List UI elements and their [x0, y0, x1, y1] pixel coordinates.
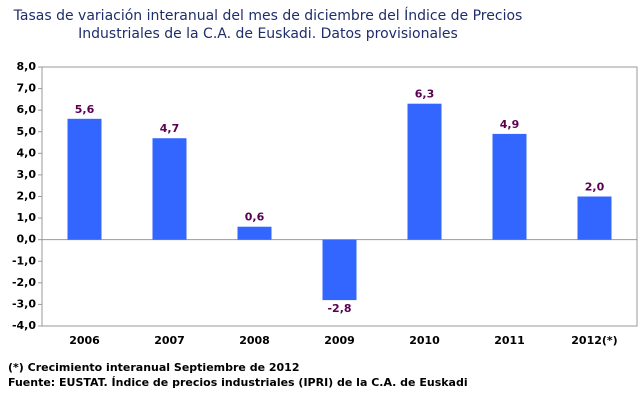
- value-label: -2,8: [327, 302, 351, 315]
- y-tick-label: 3,0: [17, 168, 37, 181]
- chart-title: Tasas de variación interanual del mes de…: [13, 7, 523, 24]
- bar: [322, 239, 357, 301]
- value-label: 4,7: [160, 122, 180, 135]
- y-tick-label: 8,0: [17, 60, 37, 73]
- bar: [237, 226, 272, 240]
- y-tick-label: 0,0: [17, 233, 37, 246]
- y-tick-label: 5,0: [17, 125, 37, 138]
- value-label: 2,0: [585, 181, 605, 194]
- x-tick-label: 2012(*): [571, 334, 617, 347]
- y-tick-label: 7,0: [17, 82, 37, 95]
- bar: [492, 133, 527, 240]
- y-tick-label: -1,0: [12, 254, 36, 267]
- y-tick-label: 6,0: [17, 103, 37, 116]
- bar: [67, 118, 102, 240]
- y-tick-label: -4,0: [12, 319, 36, 332]
- value-label: 0,6: [245, 211, 265, 224]
- x-tick-label: 2008: [239, 334, 270, 347]
- value-label: 5,6: [75, 103, 95, 116]
- x-tick-label: 2006: [69, 334, 100, 347]
- value-label: 4,9: [500, 118, 520, 131]
- value-label: 6,3: [415, 88, 435, 101]
- y-tick-label: -3,0: [12, 297, 36, 310]
- bar: [407, 103, 442, 240]
- x-tick-label: 2007: [154, 334, 185, 347]
- y-tick-label: 4,0: [17, 146, 37, 159]
- footnote: (*) Crecimiento interanual Septiembre de…: [8, 361, 299, 374]
- source: Fuente: EUSTAT. Índice de precios indust…: [8, 376, 468, 389]
- bar: [152, 138, 187, 240]
- bar: [577, 196, 612, 240]
- x-tick-label: 2009: [324, 334, 355, 347]
- y-tick-label: 2,0: [17, 190, 37, 203]
- chart-title: Industriales de la C.A. de Euskadi. Dato…: [78, 26, 458, 42]
- x-tick-label: 2010: [409, 334, 440, 347]
- y-tick-label: 1,0: [17, 211, 37, 224]
- x-tick-label: 2011: [494, 334, 525, 347]
- y-tick-label: -2,0: [12, 276, 36, 289]
